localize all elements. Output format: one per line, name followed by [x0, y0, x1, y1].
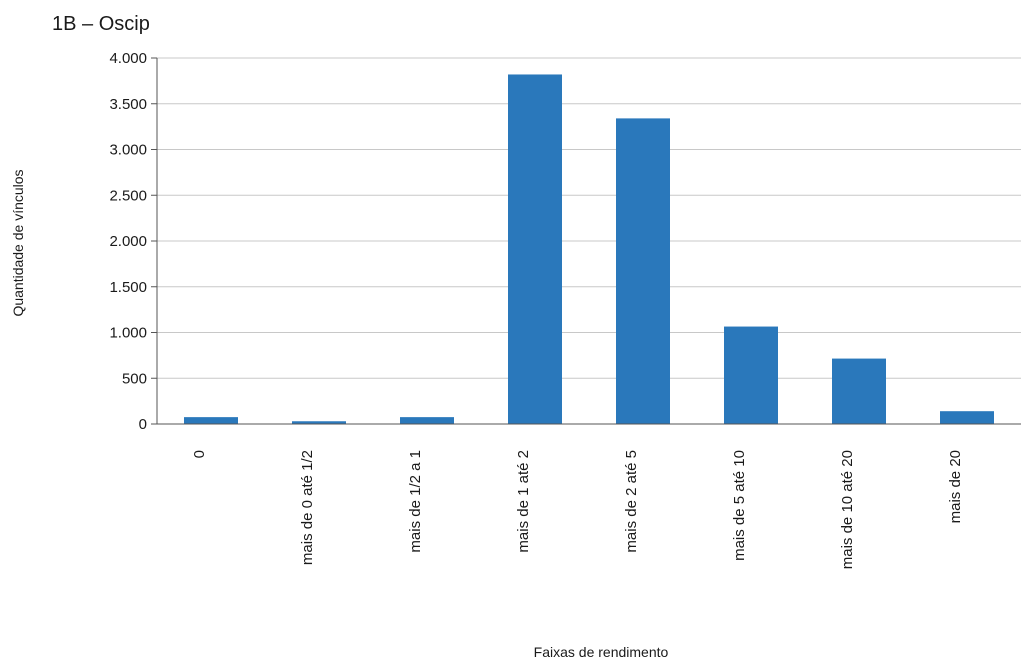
- x-tick-label: mais de 2 até 5: [623, 450, 640, 553]
- gridlines: [157, 57, 1021, 379]
- y-axis-label: Quantidade de vínculos: [10, 169, 26, 316]
- bar: [184, 417, 238, 424]
- x-tick-label: mais de 1 até 2: [515, 450, 532, 553]
- bars: [184, 74, 994, 424]
- x-tick-label: mais de 1/2 a 1: [407, 450, 424, 553]
- bar: [940, 411, 994, 424]
- x-tick-label: mais de 0 até 1/2: [299, 450, 316, 565]
- y-tick-label: 500: [122, 370, 147, 387]
- y-tick-label: 4.000: [109, 50, 147, 67]
- y-tick-label: 0: [139, 416, 147, 433]
- y-tick-label: 3.000: [109, 142, 147, 159]
- bar: [832, 358, 886, 424]
- x-tick-label: 0: [191, 450, 208, 458]
- x-tick-label: mais de 5 até 10: [731, 450, 748, 561]
- y-tick-label: 1.000: [109, 325, 147, 342]
- bar: [724, 326, 778, 424]
- chart-title: 1B – Oscip: [52, 13, 150, 35]
- bar: [400, 417, 454, 424]
- y-axis-ticks: 0 500 1.000 1.500 2.000 2.500 3.000 3.500 4.000: [109, 50, 157, 433]
- bar: [616, 118, 670, 424]
- y-tick-label: 3.500: [109, 96, 147, 113]
- y-tick-label: 1.500: [109, 279, 147, 296]
- x-axis-label: Faixas de rendimento: [534, 644, 669, 660]
- bar: [292, 421, 346, 424]
- x-tick-label: mais de 10 até 20: [839, 450, 856, 569]
- y-tick-label: 2.000: [109, 233, 147, 250]
- x-tick-label: mais de 20: [947, 450, 964, 523]
- x-axis-ticks: 0 mais de 0 até 1/2 mais de 1/2 a 1 mais de…: [191, 450, 964, 569]
- y-tick-label: 2.500: [109, 187, 147, 204]
- bar: [508, 74, 562, 424]
